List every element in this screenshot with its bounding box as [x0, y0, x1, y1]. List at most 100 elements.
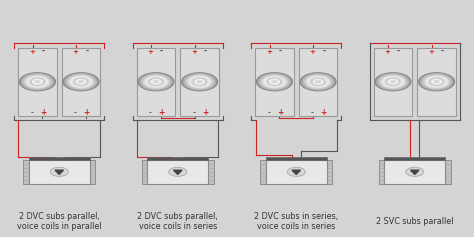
Circle shape — [146, 77, 166, 87]
Circle shape — [313, 79, 323, 84]
Circle shape — [375, 73, 411, 91]
Circle shape — [68, 75, 94, 88]
Circle shape — [264, 77, 284, 87]
Circle shape — [425, 76, 448, 87]
Polygon shape — [410, 170, 419, 174]
Text: +: + — [320, 108, 327, 117]
Circle shape — [389, 80, 397, 84]
Circle shape — [310, 77, 327, 86]
Circle shape — [24, 75, 51, 88]
Text: +: + — [73, 49, 78, 55]
Bar — [29, 157, 90, 160]
Circle shape — [152, 80, 160, 84]
Circle shape — [151, 79, 161, 84]
Bar — [266, 160, 327, 184]
Circle shape — [263, 76, 286, 87]
Bar — [90, 160, 95, 184]
Circle shape — [391, 81, 395, 83]
Circle shape — [377, 74, 409, 90]
Circle shape — [26, 76, 49, 87]
Circle shape — [303, 74, 333, 89]
Circle shape — [380, 75, 406, 88]
Circle shape — [193, 78, 206, 85]
FancyBboxPatch shape — [417, 48, 456, 115]
Circle shape — [272, 81, 277, 83]
Circle shape — [302, 74, 334, 90]
Text: +: + — [428, 49, 434, 55]
Circle shape — [27, 77, 47, 87]
Circle shape — [140, 74, 172, 90]
Circle shape — [32, 79, 43, 84]
Circle shape — [73, 77, 90, 86]
Circle shape — [269, 79, 280, 84]
Circle shape — [287, 167, 305, 176]
Bar — [445, 160, 451, 184]
Circle shape — [188, 76, 211, 87]
Bar — [384, 157, 445, 160]
Circle shape — [431, 79, 442, 84]
Circle shape — [316, 81, 320, 83]
Circle shape — [266, 77, 283, 86]
Bar — [23, 160, 29, 184]
Circle shape — [388, 79, 398, 84]
Circle shape — [383, 77, 403, 87]
Circle shape — [79, 81, 83, 83]
Bar — [327, 160, 332, 184]
Circle shape — [169, 167, 187, 176]
FancyBboxPatch shape — [299, 48, 337, 115]
Circle shape — [76, 79, 86, 84]
Circle shape — [76, 79, 86, 84]
Circle shape — [256, 73, 292, 91]
Circle shape — [29, 77, 46, 86]
Circle shape — [313, 79, 323, 84]
Circle shape — [197, 81, 202, 83]
Circle shape — [386, 78, 400, 85]
Circle shape — [191, 77, 208, 86]
Circle shape — [433, 80, 440, 84]
Circle shape — [419, 73, 455, 91]
Text: +: + — [147, 49, 153, 55]
FancyBboxPatch shape — [374, 48, 412, 115]
Circle shape — [66, 74, 96, 89]
Circle shape — [423, 75, 450, 88]
Text: +: + — [191, 49, 197, 55]
Text: -: - — [149, 110, 152, 116]
Circle shape — [427, 77, 447, 87]
Text: +: + — [158, 108, 165, 117]
Circle shape — [63, 73, 99, 91]
Circle shape — [431, 79, 442, 84]
Circle shape — [268, 78, 281, 85]
Polygon shape — [55, 170, 64, 174]
Text: +: + — [202, 108, 209, 117]
Text: +: + — [29, 49, 35, 55]
Circle shape — [308, 77, 328, 87]
Circle shape — [434, 81, 439, 83]
Circle shape — [35, 81, 40, 83]
Circle shape — [305, 75, 331, 88]
Text: -: - — [397, 47, 400, 56]
Circle shape — [182, 73, 218, 91]
Text: 2 DVC subs parallel,
voice coils in series: 2 DVC subs parallel, voice coils in seri… — [137, 212, 218, 231]
Text: +: + — [310, 49, 315, 55]
Bar — [208, 160, 214, 184]
Text: 2 DVC subs parallel,
voice coils in parallel: 2 DVC subs parallel, voice coils in para… — [17, 212, 101, 231]
Circle shape — [79, 81, 83, 83]
Circle shape — [300, 73, 336, 91]
FancyBboxPatch shape — [137, 48, 175, 115]
Circle shape — [35, 81, 40, 83]
Circle shape — [388, 79, 398, 84]
Circle shape — [311, 78, 325, 85]
Circle shape — [34, 80, 41, 84]
Circle shape — [261, 75, 288, 88]
Circle shape — [196, 80, 203, 84]
Text: +: + — [266, 49, 272, 55]
Circle shape — [71, 77, 91, 87]
Circle shape — [194, 79, 205, 84]
Text: -: - — [192, 110, 195, 116]
Text: 2 SVC subs parallel: 2 SVC subs parallel — [376, 217, 454, 226]
FancyBboxPatch shape — [62, 48, 100, 115]
Text: -: - — [42, 47, 45, 56]
Text: -: - — [160, 47, 163, 56]
Text: 2 DVC subs in series,
voice coils in series: 2 DVC subs in series, voice coils in ser… — [254, 212, 338, 231]
Text: -: - — [204, 47, 207, 56]
